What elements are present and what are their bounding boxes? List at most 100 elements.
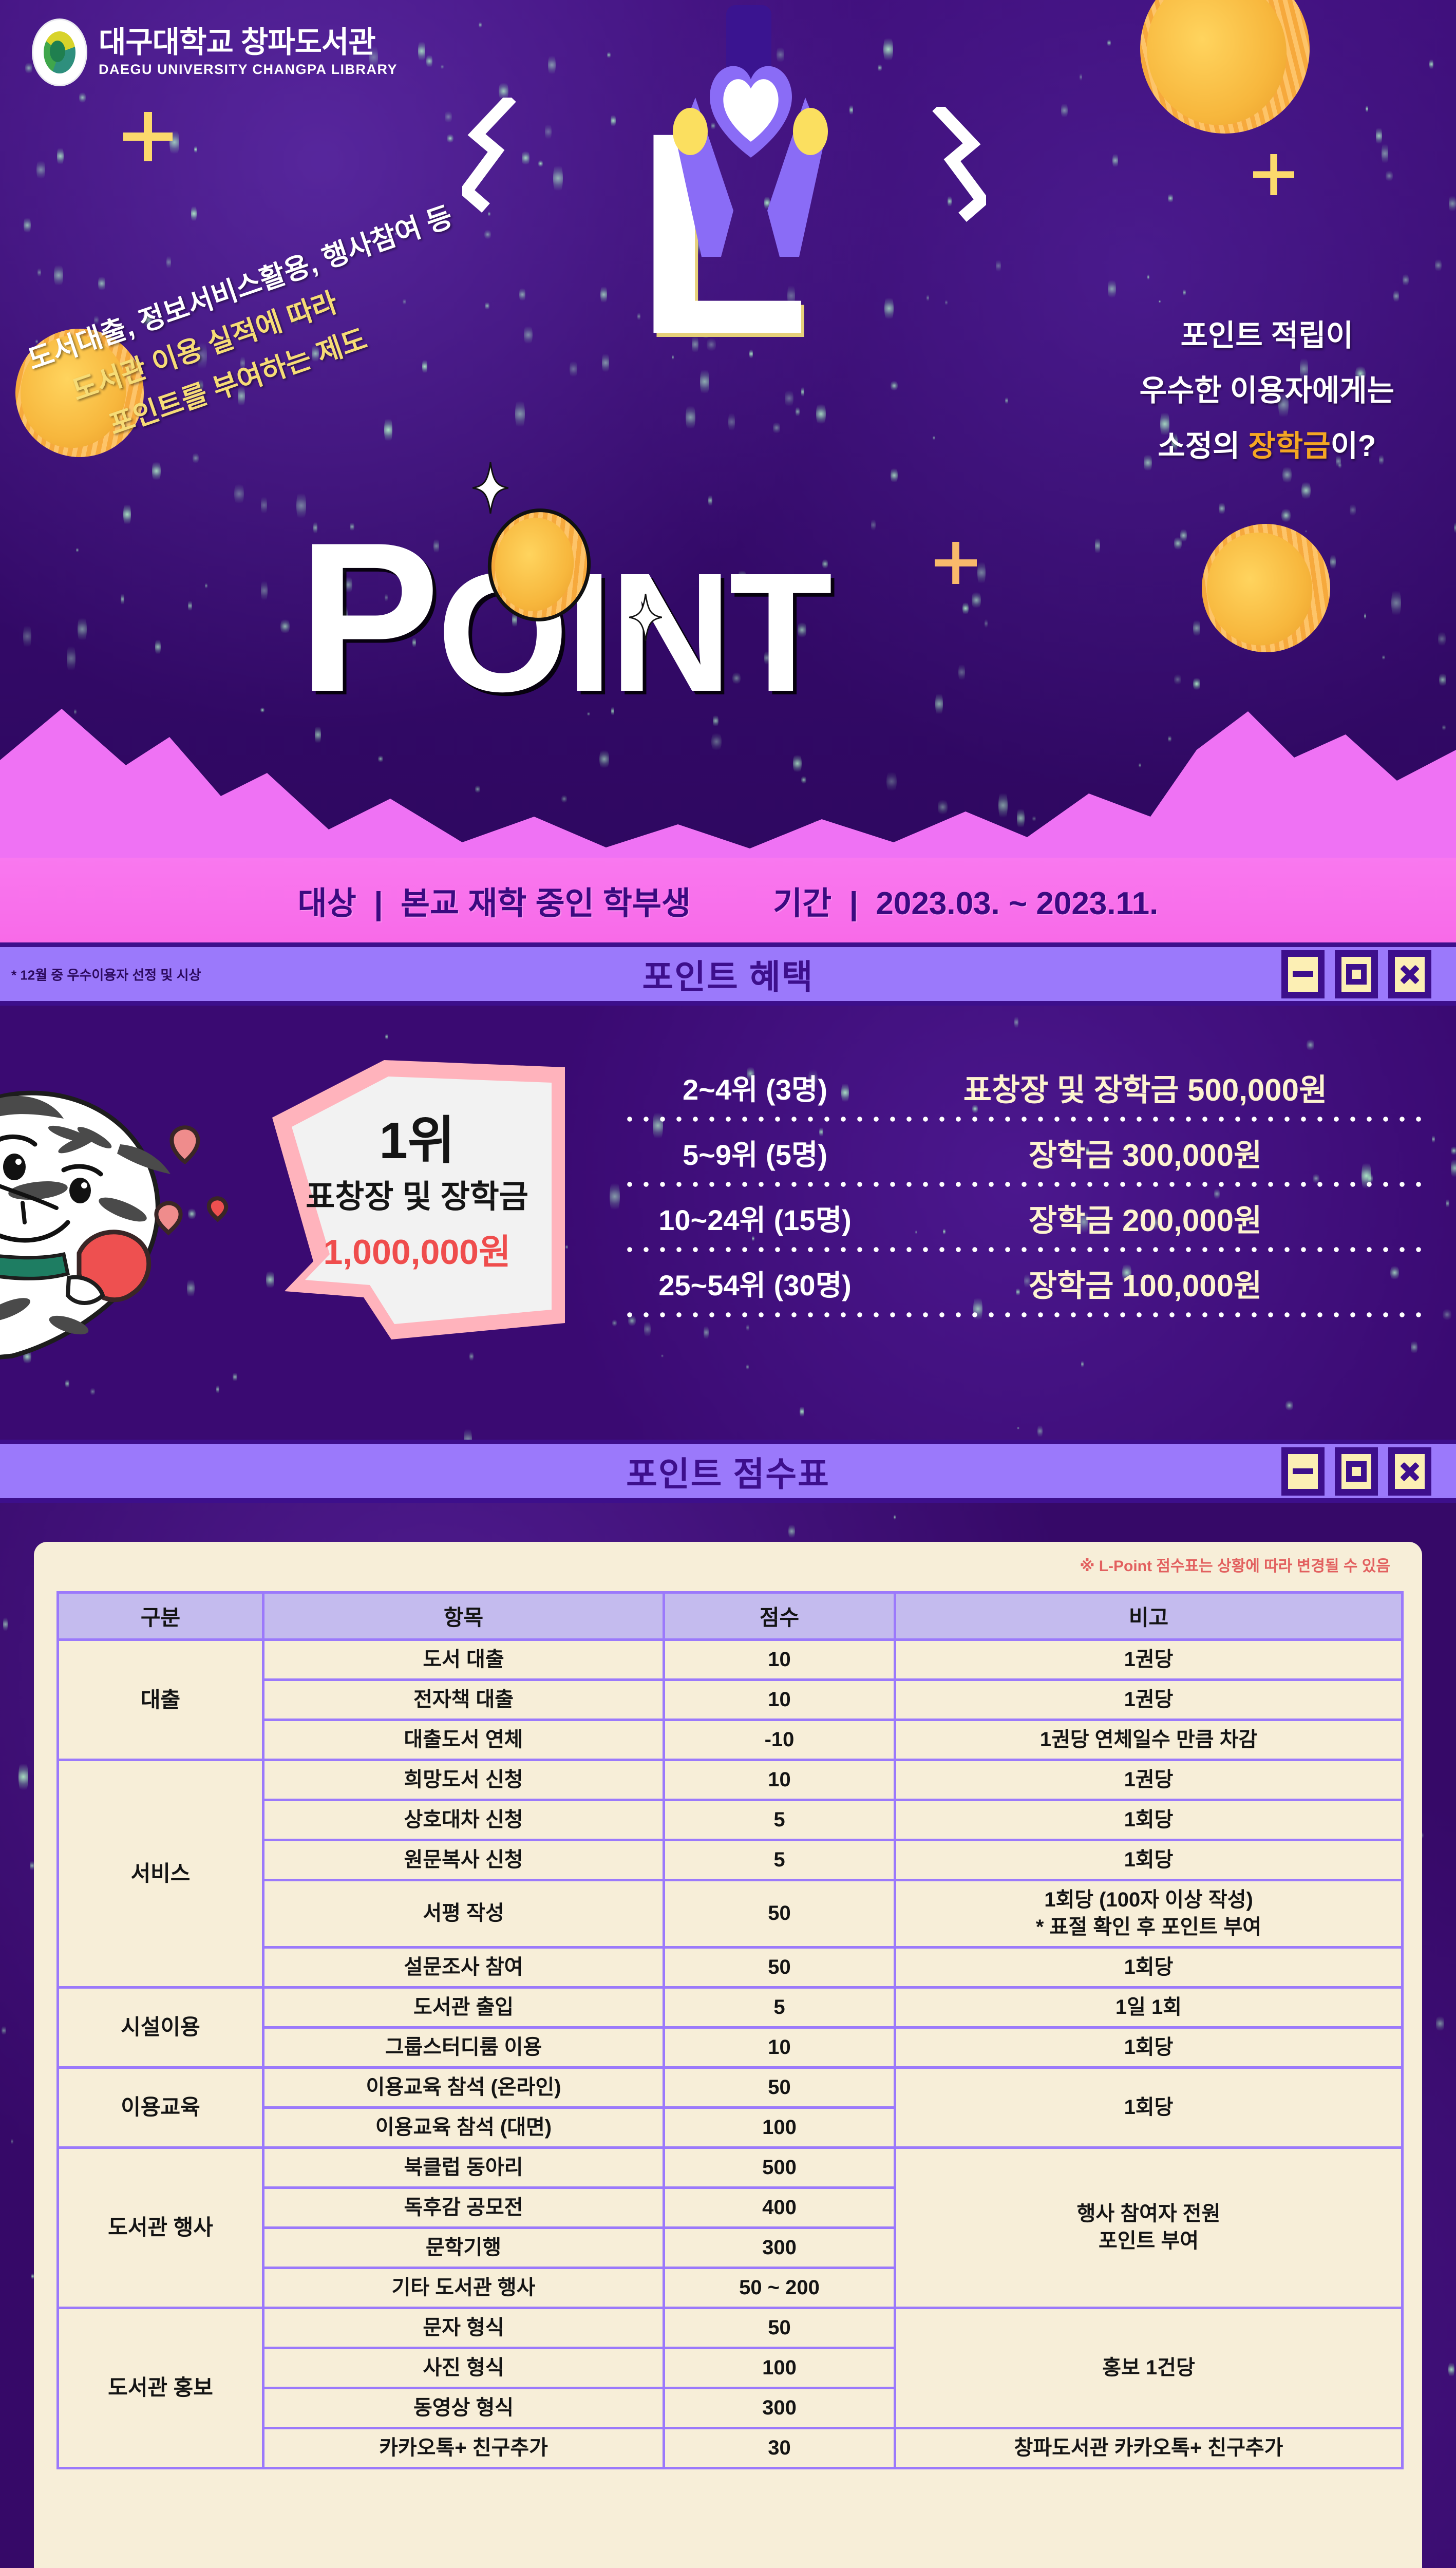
table-cell-remark: 1회당 <box>894 1839 1404 1881</box>
benefits-section-header: * 12월 중 우수이용자 선정 및 시상 포인트 혜택 <box>0 942 1456 1006</box>
table-cell-item: 북클럽 동아리 <box>262 2146 665 2189</box>
sparkle-zigzag-right-icon <box>932 107 986 222</box>
banner-target-value: 본교 재학 중인 학부생 <box>401 885 691 921</box>
table-cell-category: 서비스 <box>56 1759 264 1989</box>
table-cell-category: 도서관 행사 <box>56 2146 264 2309</box>
university-seal-icon <box>32 18 87 86</box>
hero-section: 대구대학교 창파도서관 DAEGU UNIVERSITY CHANGPA LIB… <box>0 0 1456 896</box>
table-cell-score: 5 <box>663 1799 896 1841</box>
logo-name-ko: 대구대학교 창파도서관 <box>99 26 376 60</box>
table-cell-category: 시설이용 <box>56 1986 264 2069</box>
table-cell-remark: 1회당 <box>894 2066 1404 2149</box>
dotted-divider <box>621 1116 1423 1122</box>
table-cell-score: 50 <box>663 1946 896 1989</box>
table-cell-item: 기타 도서관 행사 <box>262 2266 665 2309</box>
rank-list: 2~4위 (3명) 표창장 및 장학금 500,000원 5~9위 (5명) 장학금… <box>621 1057 1423 1318</box>
table-row: 도서관 홍보 문자 형식 50 홍보 1건당 <box>56 2306 1404 2469</box>
benefits-title: 포인트 혜택 <box>642 957 814 996</box>
mascot-arms-icon <box>673 98 828 257</box>
dotted-divider <box>621 1181 1423 1187</box>
sparkle-zigzag-left-icon <box>462 98 516 213</box>
speech-bubble-shape <box>272 1060 565 1339</box>
table-cell-remark: 1권당 <box>894 1759 1404 1801</box>
table-cell-score: 500 <box>663 2146 896 2189</box>
maximize-icon[interactable] <box>1335 1447 1378 1496</box>
plus-sparkle-right-icon <box>1253 154 1294 195</box>
table-cell-score: 100 <box>663 2106 896 2149</box>
star-sparkle-icon-b <box>629 594 662 641</box>
table-cell-remark: 1회당 <box>894 2026 1404 2069</box>
table-cell-item: 그룹스터디룸 이용 <box>262 2026 665 2069</box>
table-cell-category: 대출 <box>56 1638 264 1761</box>
rank-prize: 장학금 100,000원 <box>1028 1269 1262 1303</box>
table-cell-score: 50 ~ 200 <box>663 2266 896 2309</box>
logo-name-en: DAEGU UNIVERSITY CHANGPA LIBRARY <box>99 61 398 77</box>
table-row: 대출도서 연체 -10 1권당 연체일수 만큼 차감 <box>58 1719 1404 1761</box>
table-row: 기타 도서관 행사 50 ~ 200 <box>58 2266 1403 2309</box>
table-row: 대출 도서 대출 10 1권당 <box>56 1638 1404 1761</box>
library-logo: 대구대학교 창파도서관 DAEGU UNIVERSITY CHANGPA LIB… <box>32 18 398 86</box>
table-row: 상호대차 신청 5 1회당 <box>58 1799 1404 1841</box>
star-sparkle-icon-a <box>472 462 508 514</box>
benefits-note: * 12월 중 우수이용자 선정 및 시상 <box>11 967 201 983</box>
table-header-row: 구분 항목 점수 비고 <box>56 1591 1404 1641</box>
benefits-window-buttons <box>1281 950 1431 998</box>
close-icon[interactable] <box>1388 1447 1431 1496</box>
scores-section-header: 포인트 점수표 <box>0 1440 1456 1503</box>
table-row: 전자책 대출 10 1권당 <box>58 1678 1404 1721</box>
dotted-divider <box>621 1247 1423 1253</box>
table-cell-item: 서평 작성 <box>262 1879 665 1949</box>
table-cell-item: 상호대차 신청 <box>262 1799 665 1841</box>
table-cell-item: 원문복사 신청 <box>262 1839 665 1881</box>
table-cell-remark: 1일 1회 <box>894 1986 1404 2029</box>
banner-period: 기간 | 2023.03. ~ 2023.11. <box>773 877 1158 923</box>
column-header-remark: 비고 <box>894 1591 1404 1641</box>
coin-decoration-top <box>1122 0 1328 152</box>
table-row: 그룹스터디룸 이용 10 1회당 <box>58 2026 1404 2069</box>
table-row: 서비스 희망도서 신청 10 1권당 <box>56 1759 1404 1989</box>
table-cell-score: 50 <box>663 2306 896 2349</box>
table-cell-item: 대출도서 연체 <box>262 1719 665 1761</box>
table-cell-remark: 행사 참여자 전원 포인트 부여 <box>894 2146 1404 2309</box>
table-cell-item: 희망도서 신청 <box>262 1759 665 1801</box>
dotted-divider <box>621 1312 1423 1318</box>
minimize-icon[interactable] <box>1281 1447 1325 1496</box>
table-cell-item: 독후감 공모전 <box>262 2186 665 2229</box>
table-cell-score: 50 <box>663 1879 896 1949</box>
rank-prize: 장학금 300,000원 <box>1028 1138 1262 1173</box>
rank-row: 5~9위 (5명) 장학금 300,000원 <box>621 1122 1423 1187</box>
scores-section: ※ L-Point 점수표는 상황에 따라 변경될 수 있음 구분 항목 점수 … <box>0 1503 1456 2568</box>
point-wordmark-p: P <box>298 498 440 736</box>
hero-blurb-right-scholarship: 장학금 <box>1248 429 1331 463</box>
table-row: 도서관 행사 북클럽 동아리 500 행사 참여자 전원 포인트 부여 <box>56 2146 1404 2309</box>
hero-blurb-right-line1: 포인트 적립이 <box>1180 319 1353 352</box>
minimize-icon[interactable] <box>1281 950 1325 998</box>
tiger-mascot-icon <box>0 1090 229 1359</box>
table-cell-remark: 홍보 1건당 <box>894 2306 1404 2429</box>
maximize-icon[interactable] <box>1335 950 1378 998</box>
coin-decoration-right <box>1193 515 1339 661</box>
table-cell-item: 동영상 형식 <box>262 2386 665 2429</box>
rank-row: 2~4위 (3명) 표창장 및 장학금 500,000원 <box>621 1057 1423 1122</box>
close-icon[interactable] <box>1388 950 1431 998</box>
table-cell-score: 10 <box>663 1678 896 1721</box>
rank-row: 10~24위 (15명) 장학금 200,000원 <box>621 1187 1423 1253</box>
first-place-bubble: 1위 표창장 및 장학금 1,000,000원 <box>263 1056 571 1344</box>
table-cell-remark: 창파도서관 카카오톡+ 친구추가 <box>894 2426 1404 2469</box>
scores-window-buttons <box>1281 1447 1431 1496</box>
table-cell-item: 이용교육 참석 (온라인) <box>262 2066 665 2109</box>
table-cell-score: 100 <box>663 2346 896 2389</box>
banner-period-value: 2023.03. ~ 2023.11. <box>876 885 1159 921</box>
table-row: 이용교육 이용교육 참석 (온라인) 50 1회당 <box>56 2066 1404 2149</box>
scores-note: ※ L-Point 점수표는 상황에 따라 변경될 수 있음 <box>1080 1558 1390 1575</box>
hero-blurb-right-line3: 소정의 장학금이? <box>1140 419 1394 474</box>
table-cell-score: 400 <box>663 2186 896 2229</box>
column-header-item: 항목 <box>262 1591 665 1641</box>
table-cell-item: 이용교육 참석 (대면) <box>262 2106 665 2149</box>
banner-target: 대상 | 본교 재학 중인 학부생 <box>298 877 691 923</box>
table-row: 독후감 공모전 400 <box>58 2186 1403 2229</box>
table-cell-category: 이용교육 <box>56 2066 264 2149</box>
table-cell-score: -10 <box>663 1719 896 1761</box>
banner-period-label: 기간 <box>773 885 832 921</box>
table-row: 카카오톡+ 친구추가 30 창파도서관 카카오톡+ 친구추가 <box>58 2426 1404 2469</box>
